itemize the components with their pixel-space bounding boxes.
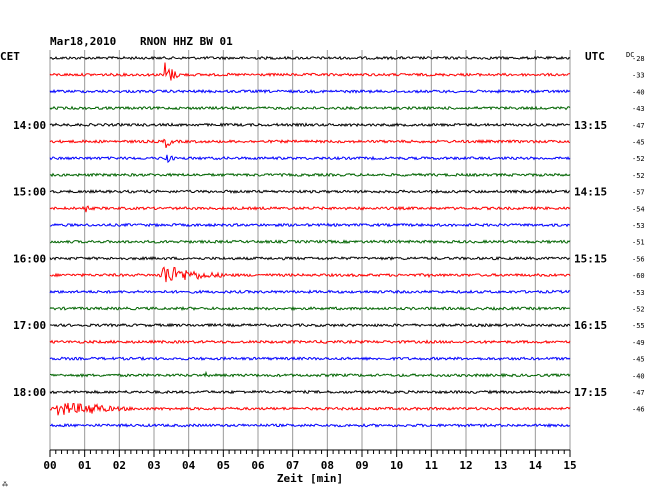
- left-time-label: 18:00: [13, 386, 46, 399]
- dc-value-label: -28: [632, 55, 645, 63]
- station-label: RNON HHZ BW 01: [140, 35, 233, 48]
- dc-value-label: -52: [632, 306, 645, 314]
- trace-row-4: [49, 122, 571, 128]
- trace-rows: [49, 55, 571, 428]
- x-tick-label: 03: [147, 459, 160, 472]
- x-tick-label: 05: [217, 459, 230, 472]
- left-time-label: 17:00: [13, 319, 46, 332]
- x-tick-label: 15: [563, 459, 576, 472]
- trace-row-1: [49, 62, 571, 81]
- trace-row-17: [49, 339, 571, 345]
- dc-value-label: -49: [632, 339, 645, 347]
- trace-row-6: [49, 154, 571, 164]
- dc-value-label: -40: [632, 372, 645, 380]
- trace-row-20: [49, 389, 571, 395]
- trace-row-3: [49, 105, 571, 111]
- left-time-label: 16:00: [13, 252, 46, 265]
- dc-value-label: -45: [632, 356, 645, 364]
- trace-row-14: [49, 289, 571, 295]
- x-tick-label: 08: [321, 459, 334, 472]
- dc-value-label: -52: [632, 172, 645, 180]
- trace-row-18: [49, 355, 571, 362]
- x-tick-label: 02: [113, 459, 126, 472]
- x-tick-label: 07: [286, 459, 299, 472]
- x-tick-label: 12: [459, 459, 472, 472]
- x-tick-label: 04: [182, 459, 196, 472]
- x-axis-title: Zeit [min]: [277, 472, 343, 485]
- dc-value-label: -55: [632, 322, 645, 330]
- dc-value-label: -47: [632, 122, 645, 130]
- trace-row-19: [49, 370, 571, 378]
- x-tick-label: 10: [390, 459, 403, 472]
- dc-header-label: DC: [626, 51, 634, 59]
- right-timezone-label: UTC: [585, 50, 605, 63]
- dc-value-label: -45: [632, 139, 645, 147]
- trace-row-15: [49, 305, 571, 312]
- x-axis: 00 01 02 03 04 05 06 07 08 09 10 11 12 13 14 15: [43, 449, 577, 472]
- dc-value-label: -46: [632, 406, 645, 414]
- trace-row-16: [49, 322, 571, 328]
- dc-value-label: -51: [632, 239, 645, 247]
- left-time-label: 15:00: [13, 186, 46, 199]
- x-tick-label: 01: [78, 459, 92, 472]
- left-time-label: 14:00: [13, 119, 46, 132]
- trace-row-21: [49, 402, 571, 416]
- right-time-label: 17:15: [574, 386, 607, 399]
- trace-row-9: [49, 205, 571, 213]
- trace-row-7: [49, 172, 571, 178]
- dc-value-label: -54: [632, 205, 645, 213]
- dc-value-label: -53: [632, 222, 645, 230]
- right-time-label: 16:15: [574, 319, 607, 332]
- dc-value-label: -40: [632, 88, 645, 96]
- trace-row-5: [49, 138, 571, 149]
- x-tick-label: 14: [529, 459, 543, 472]
- x-tick-label: 00: [43, 459, 56, 472]
- x-tick-label: 09: [355, 459, 368, 472]
- dc-value-label: -57: [632, 189, 645, 197]
- right-time-label: 15:15: [574, 252, 607, 265]
- x-tick-label: 11: [425, 459, 439, 472]
- dc-value-label: -60: [632, 272, 645, 280]
- dc-value-label: -33: [632, 72, 645, 80]
- right-time-label: 14:15: [574, 186, 607, 199]
- trace-row-13: [49, 266, 571, 283]
- trace-row-22: [49, 422, 571, 428]
- trace-row-11: [49, 239, 571, 245]
- minute-grid: [49, 50, 571, 450]
- left-timezone-label: CET: [0, 50, 20, 63]
- x-tick-label: 13: [494, 459, 507, 472]
- trace-row-12: [49, 255, 571, 261]
- trace-row-0: [49, 55, 571, 61]
- right-time-label: 13:15: [574, 119, 607, 132]
- trace-row-2: [49, 88, 571, 94]
- trace-row-8: [49, 189, 571, 195]
- date-label: Mar18,2010: [50, 35, 116, 48]
- dc-value-label: -52: [632, 155, 645, 163]
- dc-value-label: -56: [632, 255, 645, 263]
- dc-value-label: -53: [632, 289, 645, 297]
- trace-row-10: [50, 222, 570, 228]
- footer-mark: ⁂: [2, 481, 8, 488]
- dc-value-label: -43: [632, 105, 645, 113]
- dc-value-label: -47: [632, 389, 645, 397]
- time-labels: 14:00 15:00 16:00 17:00 18:00 13:15 14:15 15:15…: [13, 55, 645, 414]
- x-tick-label: 06: [251, 459, 265, 472]
